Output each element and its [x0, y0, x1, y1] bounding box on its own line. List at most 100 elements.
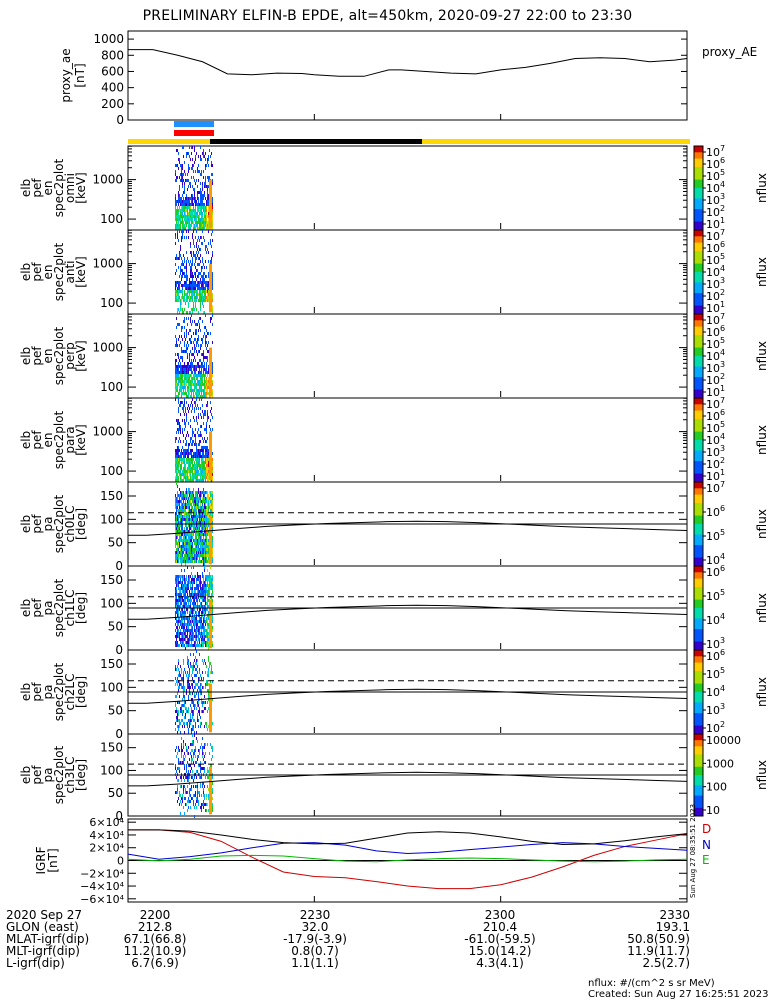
spectrogram-pixel	[186, 776, 187, 779]
colorbar-tick-label: 104	[706, 180, 725, 195]
spectrogram-pixel	[187, 452, 188, 455]
spectrogram-pixel	[187, 557, 188, 560]
spectrogram-pixel	[197, 713, 198, 716]
panel-elb_pef_pa_spec2plot_ch2LC	[127, 649, 706, 735]
spectrogram-pixel	[177, 449, 178, 452]
spectrogram-pixel	[198, 677, 199, 680]
spectrogram-pixel	[177, 680, 178, 683]
spectrogram-pixel	[176, 341, 177, 344]
spectrogram-pixel	[188, 551, 189, 554]
spectrogram-pixel	[188, 377, 189, 380]
spectrogram-pixel	[177, 629, 178, 632]
spectrogram-pixel	[203, 584, 204, 587]
colorbar-tick-label: 104	[706, 264, 725, 279]
spectrogram-pixel	[200, 293, 201, 296]
spectrogram-pixel	[202, 737, 203, 740]
spectrogram-pixel	[200, 299, 201, 302]
spectrogram-pixel	[177, 602, 178, 605]
colorbar-segment	[694, 772, 703, 776]
spectrogram-pixel	[203, 545, 204, 548]
spectrogram-pixel	[199, 497, 200, 500]
spectrogram-pixel	[196, 452, 197, 455]
spectrogram-pixel	[180, 248, 181, 251]
spectrogram-pixel	[204, 473, 205, 476]
spectrogram-pixel	[178, 758, 179, 761]
spectrogram-pixel	[176, 338, 177, 341]
spectrogram-pixel	[195, 725, 196, 728]
spectrogram-pixel	[201, 224, 202, 227]
spectrogram-pixel	[180, 473, 181, 476]
spectrogram-pixel	[177, 701, 178, 704]
spectrogram-pixel	[177, 560, 178, 563]
spectrogram-pixel	[198, 371, 199, 374]
spectrogram-pixel	[190, 296, 191, 299]
colorbar-segment	[694, 545, 703, 548]
spectrogram-pixel	[179, 290, 180, 293]
spectrogram-pixel	[183, 635, 184, 638]
spectrogram-pixel	[181, 269, 182, 272]
spectrogram-pixel	[185, 713, 186, 716]
spectrogram-pixel	[183, 806, 184, 809]
colorbar-tick-label: 105	[706, 420, 725, 435]
spectrogram-pixel	[204, 611, 205, 614]
spectrogram-edge	[209, 347, 212, 397]
spectrogram-pixel	[198, 473, 199, 476]
spectrogram-pixel	[194, 542, 195, 545]
spectrogram-pixel	[209, 500, 210, 503]
spectrogram-pixel	[201, 461, 202, 464]
spectrogram-pixel	[184, 644, 185, 647]
colorbar-segment	[694, 167, 703, 170]
spectrogram-pixel	[191, 776, 192, 779]
spectrogram-pixel	[209, 512, 210, 515]
spectrogram-pixel	[209, 662, 210, 665]
spectrogram-pixel	[187, 791, 188, 794]
spectrogram-pixel	[183, 539, 184, 542]
spectrogram-pixel	[206, 665, 207, 668]
spectrogram-pixel	[186, 617, 187, 620]
spectrogram-pixel	[182, 590, 183, 593]
spectrogram-pixel	[195, 197, 196, 200]
spectrogram-pixel	[186, 413, 187, 416]
spectrogram-pixel	[208, 554, 209, 557]
spectrogram-pixel	[212, 629, 213, 632]
spectrogram-pixel	[190, 752, 191, 755]
spectrogram-pixel	[182, 290, 183, 293]
spectrogram-pixel	[205, 557, 206, 560]
spectrogram-pixel	[186, 476, 187, 479]
spectrogram-pixel	[194, 347, 195, 350]
spectrogram-pixel	[182, 524, 183, 527]
spectrogram-pixel	[183, 254, 184, 257]
spectrogram-pixel	[175, 623, 176, 626]
spectrogram-pixel	[175, 527, 176, 530]
spectrogram-pixel	[195, 182, 196, 185]
spectrogram-pixel	[184, 200, 185, 203]
spectrogram-pixel	[205, 641, 206, 644]
spectrogram-pixel	[180, 428, 181, 431]
spectrogram-pixel	[208, 230, 209, 233]
spectrogram-pixel	[178, 476, 179, 479]
colorbar-segment	[694, 770, 703, 774]
spectrogram-pixel	[203, 395, 204, 398]
spectrogram-pixel	[203, 236, 204, 239]
spectrogram-pixel	[177, 494, 178, 497]
colorbar-segment	[694, 626, 703, 630]
spectrogram-pixel	[189, 686, 190, 689]
spectrogram-pixel	[204, 632, 205, 635]
spectrogram-pixel	[192, 146, 193, 149]
spectrogram-pixel	[191, 788, 192, 791]
spectrogram-pixel	[195, 755, 196, 758]
spectrogram-pixel	[184, 512, 185, 515]
spectrogram-pixel	[208, 272, 209, 275]
spectrogram-pixel	[201, 473, 202, 476]
spectrogram-pixel	[195, 686, 196, 689]
spectrogram-pixel	[184, 536, 185, 539]
colorbar-segment	[694, 200, 703, 204]
spectrogram-pixel	[199, 512, 200, 515]
spectrogram-pixel	[202, 560, 203, 563]
spectrogram-pixel	[210, 332, 211, 335]
spectrogram-pixel	[179, 527, 180, 530]
spectrogram-pixel	[181, 599, 182, 602]
spectrogram-pixel	[208, 293, 209, 296]
colorbar-segment	[694, 526, 703, 529]
panel-elb_pef_pa_spec2plot_ch3LC	[127, 733, 706, 818]
